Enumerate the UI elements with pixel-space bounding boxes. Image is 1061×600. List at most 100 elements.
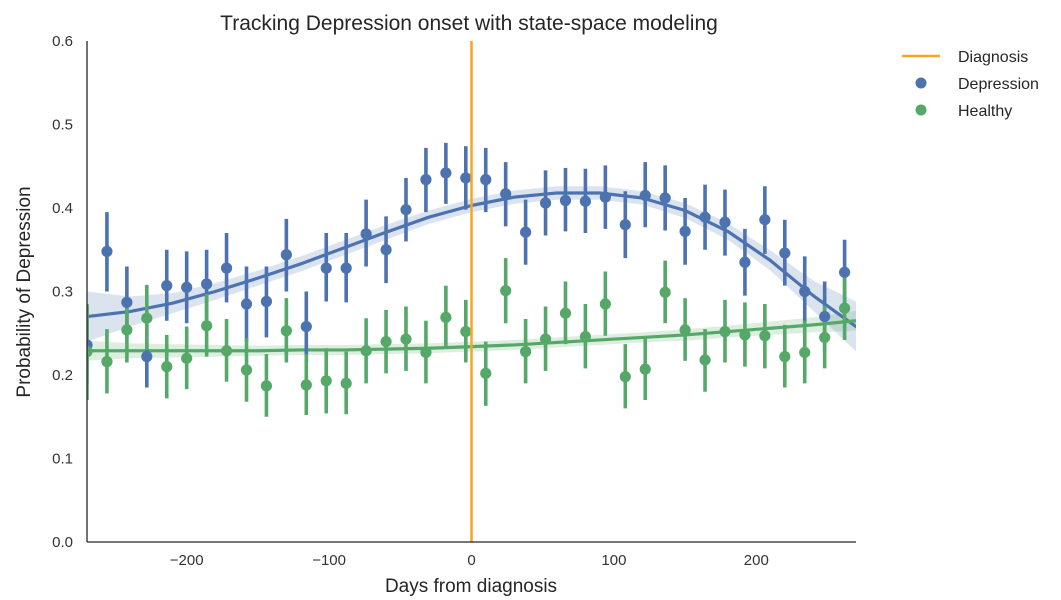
confidence-bands — [87, 186, 856, 361]
healthy-point — [739, 329, 751, 341]
healthy-point — [779, 351, 791, 363]
depression-point — [380, 244, 392, 256]
healthy-point — [380, 336, 392, 348]
healthy-point — [360, 345, 372, 357]
depression-point — [220, 262, 233, 274]
x-tick-label: −200 — [170, 552, 204, 569]
y-tick-label: 0.0 — [52, 534, 73, 551]
healthy-point — [220, 345, 233, 357]
depression-point — [579, 195, 592, 207]
depression-point — [699, 211, 711, 223]
depression-point — [240, 298, 253, 310]
x-tick-labels: −200 −100 0 100 200 — [170, 552, 769, 569]
y-tick-label: 0.6 — [52, 33, 73, 50]
chart-title: Tracking Depression onset with state-spa… — [220, 12, 718, 35]
healthy-point — [141, 312, 153, 324]
depression-point — [739, 256, 751, 268]
x-tick-label: −100 — [312, 552, 346, 569]
healthy-point — [500, 285, 512, 297]
depression-point — [460, 172, 472, 184]
depression-point — [181, 281, 193, 293]
healthy-point — [460, 325, 472, 338]
depression-point — [320, 262, 332, 274]
depression-point — [599, 191, 611, 203]
depression-point — [440, 167, 452, 179]
x-axis-label: Days from diagnosis — [385, 576, 557, 597]
depression-point — [201, 278, 213, 290]
depression-point — [141, 351, 153, 363]
depression-point — [520, 226, 532, 238]
healthy-point — [559, 307, 572, 319]
x-tick-label: 100 — [601, 552, 626, 569]
depression-point — [101, 245, 113, 258]
y-tick-label: 0.1 — [52, 451, 73, 468]
depression-point — [161, 280, 173, 292]
depression-point — [559, 194, 572, 207]
legend-healthy-label: Healthy — [958, 103, 1012, 120]
depression-point — [679, 225, 691, 237]
depression-point — [340, 262, 352, 274]
healthy-point — [799, 346, 811, 359]
healthy-point — [240, 364, 253, 376]
error-bars — [87, 142, 847, 417]
y-tick-label: 0.2 — [52, 367, 73, 384]
healthy-point — [539, 333, 552, 345]
healthy-point — [300, 379, 312, 391]
healthy-point — [260, 380, 273, 392]
depression-point — [759, 214, 771, 226]
depression-point — [619, 219, 631, 231]
y-tick-label: 0.4 — [52, 200, 73, 217]
healthy-confidence-band — [87, 310, 856, 361]
healthy-point — [599, 298, 611, 310]
depression-point — [420, 174, 432, 186]
healthy-point — [87, 346, 93, 358]
healthy-point — [201, 320, 213, 332]
depression-point — [539, 197, 552, 209]
healthy-point — [420, 346, 432, 359]
healthy-point — [839, 302, 851, 314]
healthy-point — [819, 331, 831, 344]
depression-point — [659, 192, 671, 204]
axes: −200 −100 0 100 200 0.0 0.1 0.2 0.3 0.4 0.5 0.6 — [52, 33, 856, 569]
y-tick-label: 0.5 — [52, 117, 73, 134]
y-tick-labels: 0.0 0.1 0.2 0.3 0.4 0.5 0.6 — [52, 33, 73, 551]
legend-depression-swatch — [915, 77, 927, 89]
x-tick-label: 0 — [467, 552, 475, 569]
depression-point — [639, 189, 651, 202]
healthy-point — [440, 311, 452, 323]
healthy-point — [400, 333, 412, 345]
y-tick-label: 0.3 — [52, 284, 73, 301]
healthy-point — [340, 377, 352, 389]
depression-point — [500, 188, 512, 200]
healthy-point — [719, 325, 731, 338]
healthy-point — [280, 325, 292, 337]
depression-point — [400, 204, 412, 216]
healthy-point — [759, 330, 771, 342]
depression-point — [360, 228, 372, 240]
depression-point — [280, 249, 292, 261]
healthy-point — [699, 354, 711, 366]
healthy-point — [101, 356, 113, 368]
x-tick-label: 200 — [744, 552, 769, 569]
healthy-point — [579, 330, 592, 343]
healthy-point — [679, 324, 691, 336]
healthy-point — [181, 352, 193, 364]
healthy-point — [619, 371, 631, 383]
legend-depression-label: Depression — [958, 76, 1039, 93]
plot-area — [87, 41, 856, 542]
depression-point — [121, 296, 133, 308]
healthy-point — [161, 361, 173, 373]
depression-point — [300, 320, 312, 333]
healthy-point — [320, 375, 332, 387]
healthy-point — [659, 286, 671, 298]
healthy-point — [639, 363, 651, 375]
depression-point — [839, 266, 851, 278]
depression-point — [719, 216, 731, 228]
depression-point — [819, 310, 831, 323]
depression-point — [260, 295, 273, 308]
depression-point — [799, 285, 811, 298]
depression-point — [779, 247, 791, 259]
legend-healthy-swatch — [915, 104, 927, 116]
data-points — [87, 167, 851, 392]
